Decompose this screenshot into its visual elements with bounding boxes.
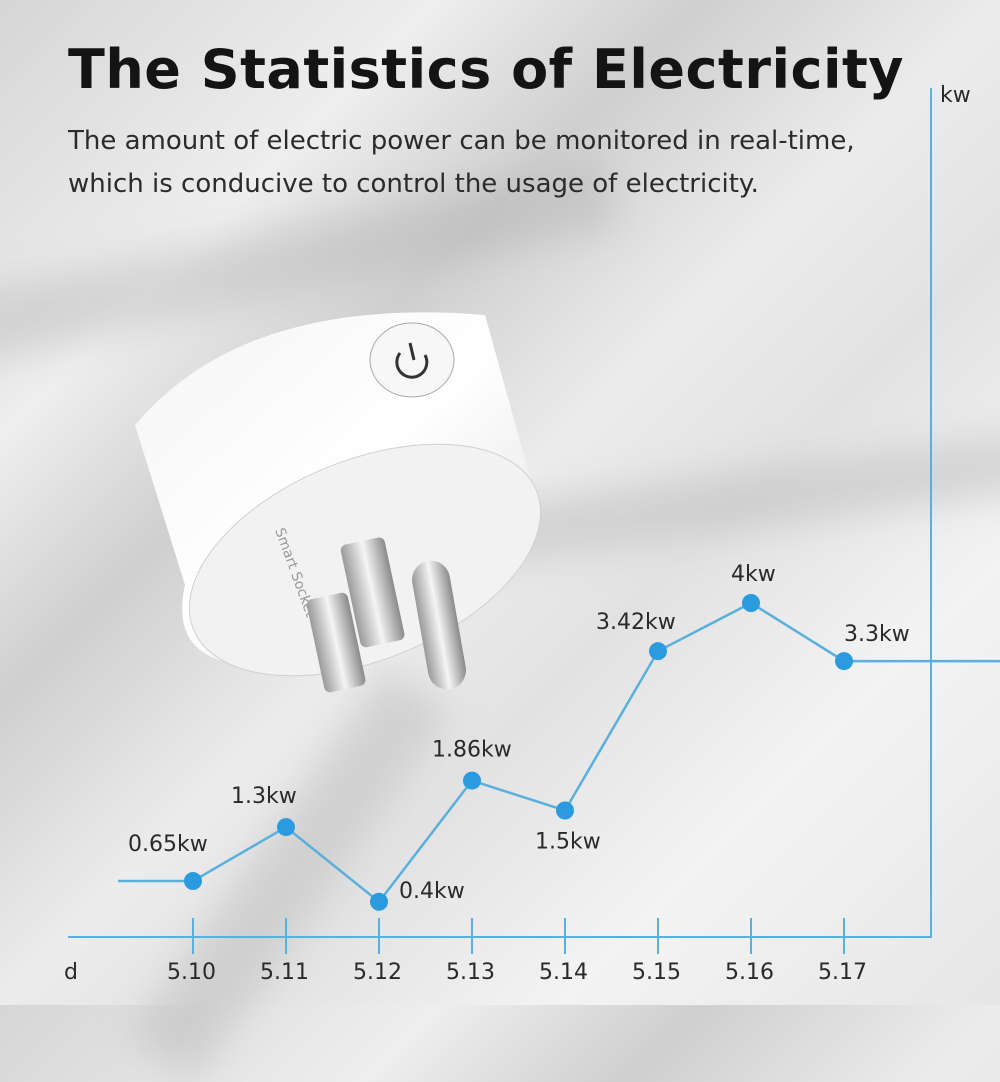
data-label: 0.65kw: [128, 832, 208, 857]
data-point: [277, 818, 295, 837]
data-label: 1.5kw: [535, 830, 601, 855]
data-point: [370, 892, 388, 911]
data-point: [184, 872, 202, 891]
data-label: 4kw: [731, 562, 776, 587]
data-point: [835, 652, 853, 671]
data-point: [649, 642, 667, 661]
subtitle-line: which is conducive to control the usage …: [68, 169, 759, 199]
y-axis-label: kw: [940, 83, 971, 108]
data-label: 0.4kw: [399, 879, 465, 904]
data-point: [463, 771, 481, 790]
data-label: 3.42kw: [596, 610, 676, 635]
x-tick-label: 5.10: [167, 960, 216, 985]
subtitle-line: The amount of electric power can be moni…: [68, 126, 855, 156]
x-tick-label: 5.15: [632, 960, 681, 985]
data-label: 3.3kw: [844, 622, 910, 647]
page-title: The Statistics of Electricity: [68, 38, 904, 101]
subtitle: The amount of electric power can be moni…: [68, 120, 938, 206]
smart-plug-image: Smart Socket: [135, 312, 542, 693]
series-line: [118, 601, 1000, 904]
x-tick-label: 5.16: [725, 960, 774, 985]
x-tick-label: 5.12: [353, 960, 402, 985]
data-label: 1.86kw: [432, 738, 512, 763]
data-point: [556, 801, 574, 820]
power-line-chart: kw d 5.10 0.65kw 5.11 1.3kw 5.12 0.4kw 5.13 1.8…: [64, 83, 1000, 985]
x-axis-label: d: [64, 960, 78, 985]
data-label: 1.3kw: [231, 784, 297, 809]
x-tick-label: 5.17: [818, 960, 867, 985]
x-tick-label: 5.11: [260, 960, 309, 985]
x-tick-label: 5.14: [539, 960, 588, 985]
data-point: [742, 594, 760, 612]
x-tick-label: 5.13: [446, 960, 495, 985]
